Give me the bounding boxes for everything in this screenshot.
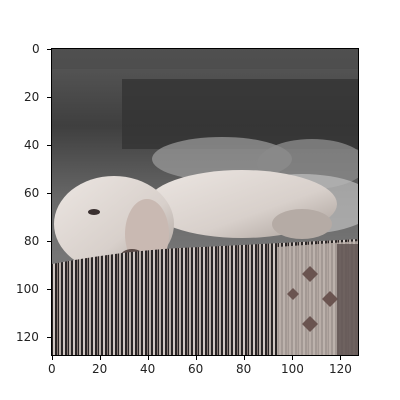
x-tick-label: 40 <box>140 362 156 376</box>
x-tick-mark <box>52 356 53 360</box>
blanket-blur <box>152 137 292 181</box>
x-tick-mark <box>292 356 293 360</box>
x-tick-label: 100 <box>281 362 304 376</box>
y-tick-mark <box>47 241 51 242</box>
y-tick-label: 80 <box>24 234 40 248</box>
dog-eye <box>88 209 100 215</box>
x-tick-label: 80 <box>236 362 252 376</box>
x-tick-mark <box>100 356 101 360</box>
x-tick-mark <box>196 356 197 360</box>
x-tick-mark <box>340 356 341 360</box>
y-tick-label: 120 <box>16 330 39 344</box>
x-tick-label: 60 <box>188 362 204 376</box>
image-axes <box>51 48 359 356</box>
x-tick-label: 120 <box>329 362 352 376</box>
x-tick-label: 0 <box>48 362 56 376</box>
y-tick-label: 20 <box>24 90 40 104</box>
x-tick-mark <box>244 356 245 360</box>
y-tick-mark <box>47 289 51 290</box>
dog-photo <box>52 49 358 355</box>
y-tick-mark <box>47 49 51 50</box>
x-tick-label: 20 <box>92 362 108 376</box>
y-tick-label: 100 <box>16 282 39 296</box>
dark-furniture <box>122 79 358 149</box>
x-tick-mark <box>148 356 149 360</box>
y-tick-mark <box>47 193 51 194</box>
y-tick-mark <box>47 337 51 338</box>
y-tick-label: 60 <box>24 186 40 200</box>
y-tick-mark <box>47 97 51 98</box>
y-tick-label: 40 <box>24 138 40 152</box>
y-tick-label: 0 <box>32 42 40 56</box>
y-tick-mark <box>47 145 51 146</box>
